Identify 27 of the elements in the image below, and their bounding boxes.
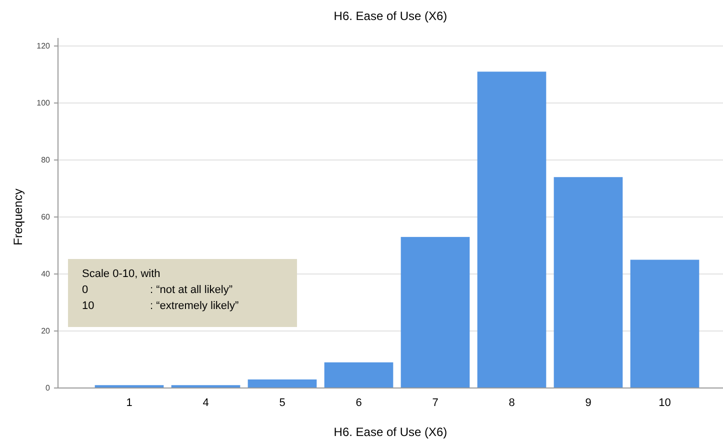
- x-tick-label: 8: [508, 397, 515, 409]
- y-tick-label: 100: [36, 98, 51, 108]
- bar: [554, 177, 623, 388]
- x-tick-label: 4: [202, 397, 209, 409]
- bar: [248, 379, 317, 388]
- y-axis-title: Frequency: [11, 188, 25, 246]
- text: 10 : “extremely likely”: [82, 300, 239, 312]
- bar: [324, 362, 394, 388]
- bar: [400, 236, 470, 388]
- x-tick-label: 1: [126, 397, 132, 409]
- x-tick-label: 10: [658, 397, 671, 409]
- y-tick-label: 120: [36, 42, 51, 51]
- y-tick-label: 80: [41, 156, 51, 165]
- y-tick-label: 60: [41, 212, 51, 222]
- chart-title: H6. Ease of Use (X6): [334, 9, 448, 23]
- x-axis-title: H6. Ease of Use (X6): [334, 425, 448, 439]
- x-tick-label: 7: [432, 397, 438, 409]
- x-tick-label: 9: [585, 397, 592, 409]
- y-tick-label: 40: [41, 270, 51, 279]
- text: 0 : “not at all likely”: [82, 284, 233, 296]
- annotation: Scale 0-10, with: [82, 268, 160, 280]
- y-tick-label: 0: [46, 384, 51, 393]
- x-tick-label: 6: [356, 397, 362, 409]
- x-tick-label: 5: [279, 397, 286, 409]
- y-tick-label: 20: [41, 326, 51, 336]
- bar: [477, 72, 546, 388]
- bar: [630, 260, 700, 388]
